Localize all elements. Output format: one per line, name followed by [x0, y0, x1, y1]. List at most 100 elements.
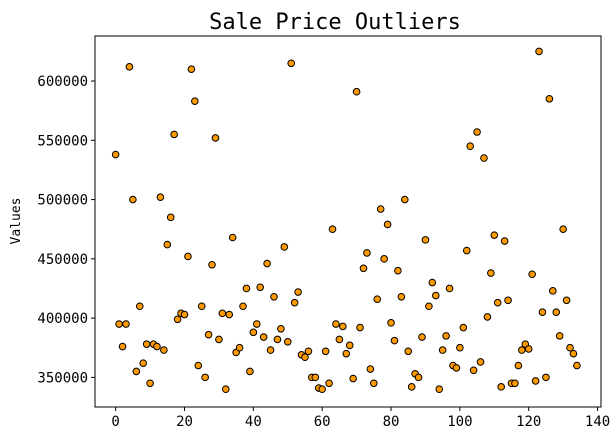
data-point-102 — [462, 246, 471, 255]
data-point-34 — [228, 233, 237, 242]
data-point-15 — [163, 240, 172, 249]
data-point-121 — [528, 270, 536, 279]
data-point-47 — [273, 335, 282, 344]
data-point-85 — [404, 347, 413, 356]
data-point-33 — [225, 310, 234, 319]
data-point-14 — [160, 346, 168, 354]
data-point-48 — [277, 324, 285, 333]
x-tick-label: 20 — [176, 414, 193, 430]
data-point-8 — [139, 359, 147, 367]
data-point-97 — [445, 284, 454, 293]
data-point-7 — [135, 302, 144, 311]
data-point-117 — [514, 361, 523, 370]
data-point-64 — [332, 320, 340, 328]
data-point-82 — [394, 266, 402, 275]
data-point-84 — [401, 195, 409, 204]
data-point-88 — [414, 373, 423, 382]
data-point-26 — [201, 373, 209, 382]
data-point-112 — [497, 383, 505, 391]
data-point-25 — [197, 302, 206, 311]
data-point-86 — [407, 383, 416, 391]
data-point-116 — [511, 379, 519, 388]
data-point-126 — [545, 95, 554, 103]
data-point-77 — [376, 205, 385, 213]
data-point-127 — [549, 287, 557, 295]
data-point-17 — [170, 130, 178, 139]
y-tick-label: 500000 — [37, 193, 88, 209]
data-point-133 — [569, 349, 578, 358]
data-point-66 — [339, 322, 347, 331]
data-point-130 — [559, 225, 567, 233]
data-point-110 — [490, 231, 499, 239]
y-tick-label: 350000 — [37, 370, 88, 386]
x-tick-label: 80 — [383, 414, 400, 430]
data-point-106 — [476, 358, 485, 366]
data-point-65 — [335, 335, 344, 344]
data-point-94 — [435, 385, 444, 394]
data-point-0 — [111, 150, 120, 159]
data-point-120 — [524, 345, 533, 353]
data-point-45 — [266, 346, 275, 354]
data-point-79 — [383, 220, 392, 229]
data-point-10 — [146, 379, 154, 388]
data-point-43 — [259, 333, 268, 341]
data-point-125 — [542, 373, 550, 382]
data-point-73 — [363, 249, 371, 257]
data-point-51 — [287, 59, 296, 68]
data-point-36 — [235, 343, 244, 352]
data-point-61 — [321, 347, 330, 356]
data-point-122 — [531, 377, 540, 385]
data-point-93 — [431, 291, 440, 300]
data-point-27 — [204, 330, 213, 339]
x-tick-label: 40 — [245, 414, 262, 430]
data-point-101 — [459, 323, 468, 332]
data-point-42 — [256, 283, 265, 292]
data-points — [111, 47, 581, 394]
data-point-24 — [194, 361, 203, 370]
data-point-132 — [566, 343, 574, 352]
data-point-81 — [390, 336, 399, 345]
data-point-107 — [480, 154, 488, 162]
data-point-99 — [452, 364, 461, 372]
data-point-75 — [370, 379, 378, 388]
y-axis-label: Values — [9, 198, 24, 245]
data-point-32 — [222, 385, 230, 394]
data-point-123 — [535, 47, 543, 56]
data-point-104 — [469, 366, 478, 375]
data-point-91 — [425, 302, 433, 311]
x-tick-label: 60 — [314, 414, 331, 430]
data-point-114 — [504, 296, 512, 305]
data-point-5 — [129, 195, 137, 204]
data-point-41 — [252, 320, 261, 328]
data-point-1 — [115, 320, 123, 328]
x-tick-label: 120 — [516, 414, 541, 430]
data-point-53 — [294, 288, 302, 296]
data-point-89 — [418, 333, 426, 341]
data-point-6 — [132, 367, 141, 376]
data-point-96 — [442, 332, 450, 340]
data-point-9 — [142, 340, 151, 348]
data-point-31 — [218, 309, 227, 318]
data-point-72 — [359, 264, 368, 273]
data-point-83 — [397, 292, 406, 301]
x-axis-ticks: 0 20 40 60 80 100 120 140 — [111, 407, 610, 430]
data-point-49 — [280, 243, 289, 251]
data-point-18 — [173, 315, 182, 324]
data-point-4 — [125, 63, 134, 71]
data-point-40 — [249, 328, 258, 337]
data-point-67 — [342, 349, 351, 358]
data-point-58 — [311, 373, 320, 382]
data-point-60 — [318, 385, 326, 394]
data-point-30 — [215, 335, 223, 344]
x-tick-label: 140 — [585, 414, 610, 430]
data-point-29 — [211, 134, 220, 142]
data-point-52 — [290, 298, 299, 307]
data-point-28 — [208, 260, 216, 269]
y-axis-ticks: 350000 400000 450000 500000 550000 600000 — [37, 74, 95, 386]
data-point-70 — [352, 87, 361, 96]
data-point-111 — [493, 298, 502, 307]
data-point-38 — [242, 284, 251, 293]
data-point-105 — [473, 128, 481, 136]
data-point-109 — [487, 269, 495, 277]
